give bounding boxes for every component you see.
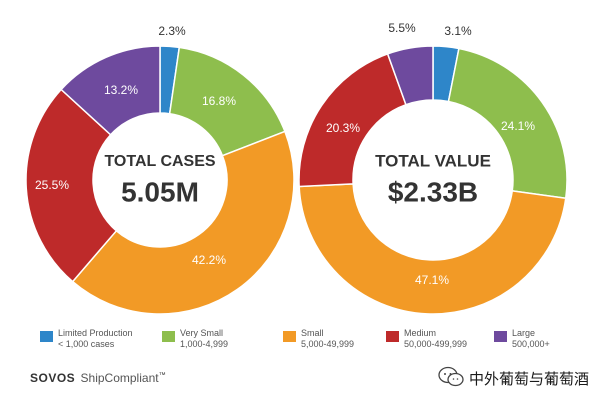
wechat-icon (438, 366, 464, 387)
legend-swatch (283, 331, 296, 342)
center-title: TOTAL CASES (104, 153, 215, 170)
slice-0-small (71, 130, 295, 315)
watermark: 中外葡萄与葡萄酒 (437, 366, 590, 388)
brand-tm: ™ (158, 372, 166, 379)
watermark-text: 中外葡萄与葡萄酒 (469, 370, 590, 388)
legend-swatch (386, 331, 399, 342)
slice-value-label: 2.3% (158, 24, 186, 38)
legend: Limited Production < 1,000 cases Very Sma… (0, 328, 596, 362)
legend-label: Large 500,000+ (512, 328, 550, 349)
brand-logo: SOVOS ShipCompliant™ (30, 371, 166, 385)
legend-label: Limited Production < 1,000 cases (58, 328, 133, 349)
slice-0-large (60, 45, 161, 136)
slice-value-label: 20.3% (326, 121, 360, 135)
slice-value-label: 16.8% (202, 94, 236, 108)
slice-0-medium (25, 88, 118, 283)
legend-swatch (494, 331, 507, 342)
center-value: 5.05M (121, 176, 199, 207)
slice-1-very-small (447, 47, 568, 200)
center-title: TOTAL VALUE (375, 151, 491, 170)
legend-label: Medium 50,000-499,999 (404, 328, 468, 349)
slice-value-label: 13.2% (104, 83, 138, 97)
slice-value-label: 3.1% (444, 24, 472, 38)
slice-1-small (298, 183, 567, 315)
center-value: $2.33B (388, 176, 478, 207)
brand-product: ShipCompliant (80, 371, 159, 385)
slice-value-label: 47.1% (415, 273, 449, 287)
brand-name: SOVOS (30, 371, 76, 385)
slice-value-label: 5.5% (388, 21, 416, 35)
slice-value-label: 42.2% (192, 253, 226, 267)
slice-value-label: 25.5% (35, 178, 69, 192)
slice-1-large (386, 45, 434, 106)
legend-label: Very Small 1,000-4,999 (180, 328, 229, 349)
legend-swatch (162, 331, 175, 342)
slice-value-label: 24.1% (501, 119, 535, 133)
legend-swatch (40, 331, 53, 342)
legend-label: Small 5,000-49,999 (301, 328, 355, 349)
